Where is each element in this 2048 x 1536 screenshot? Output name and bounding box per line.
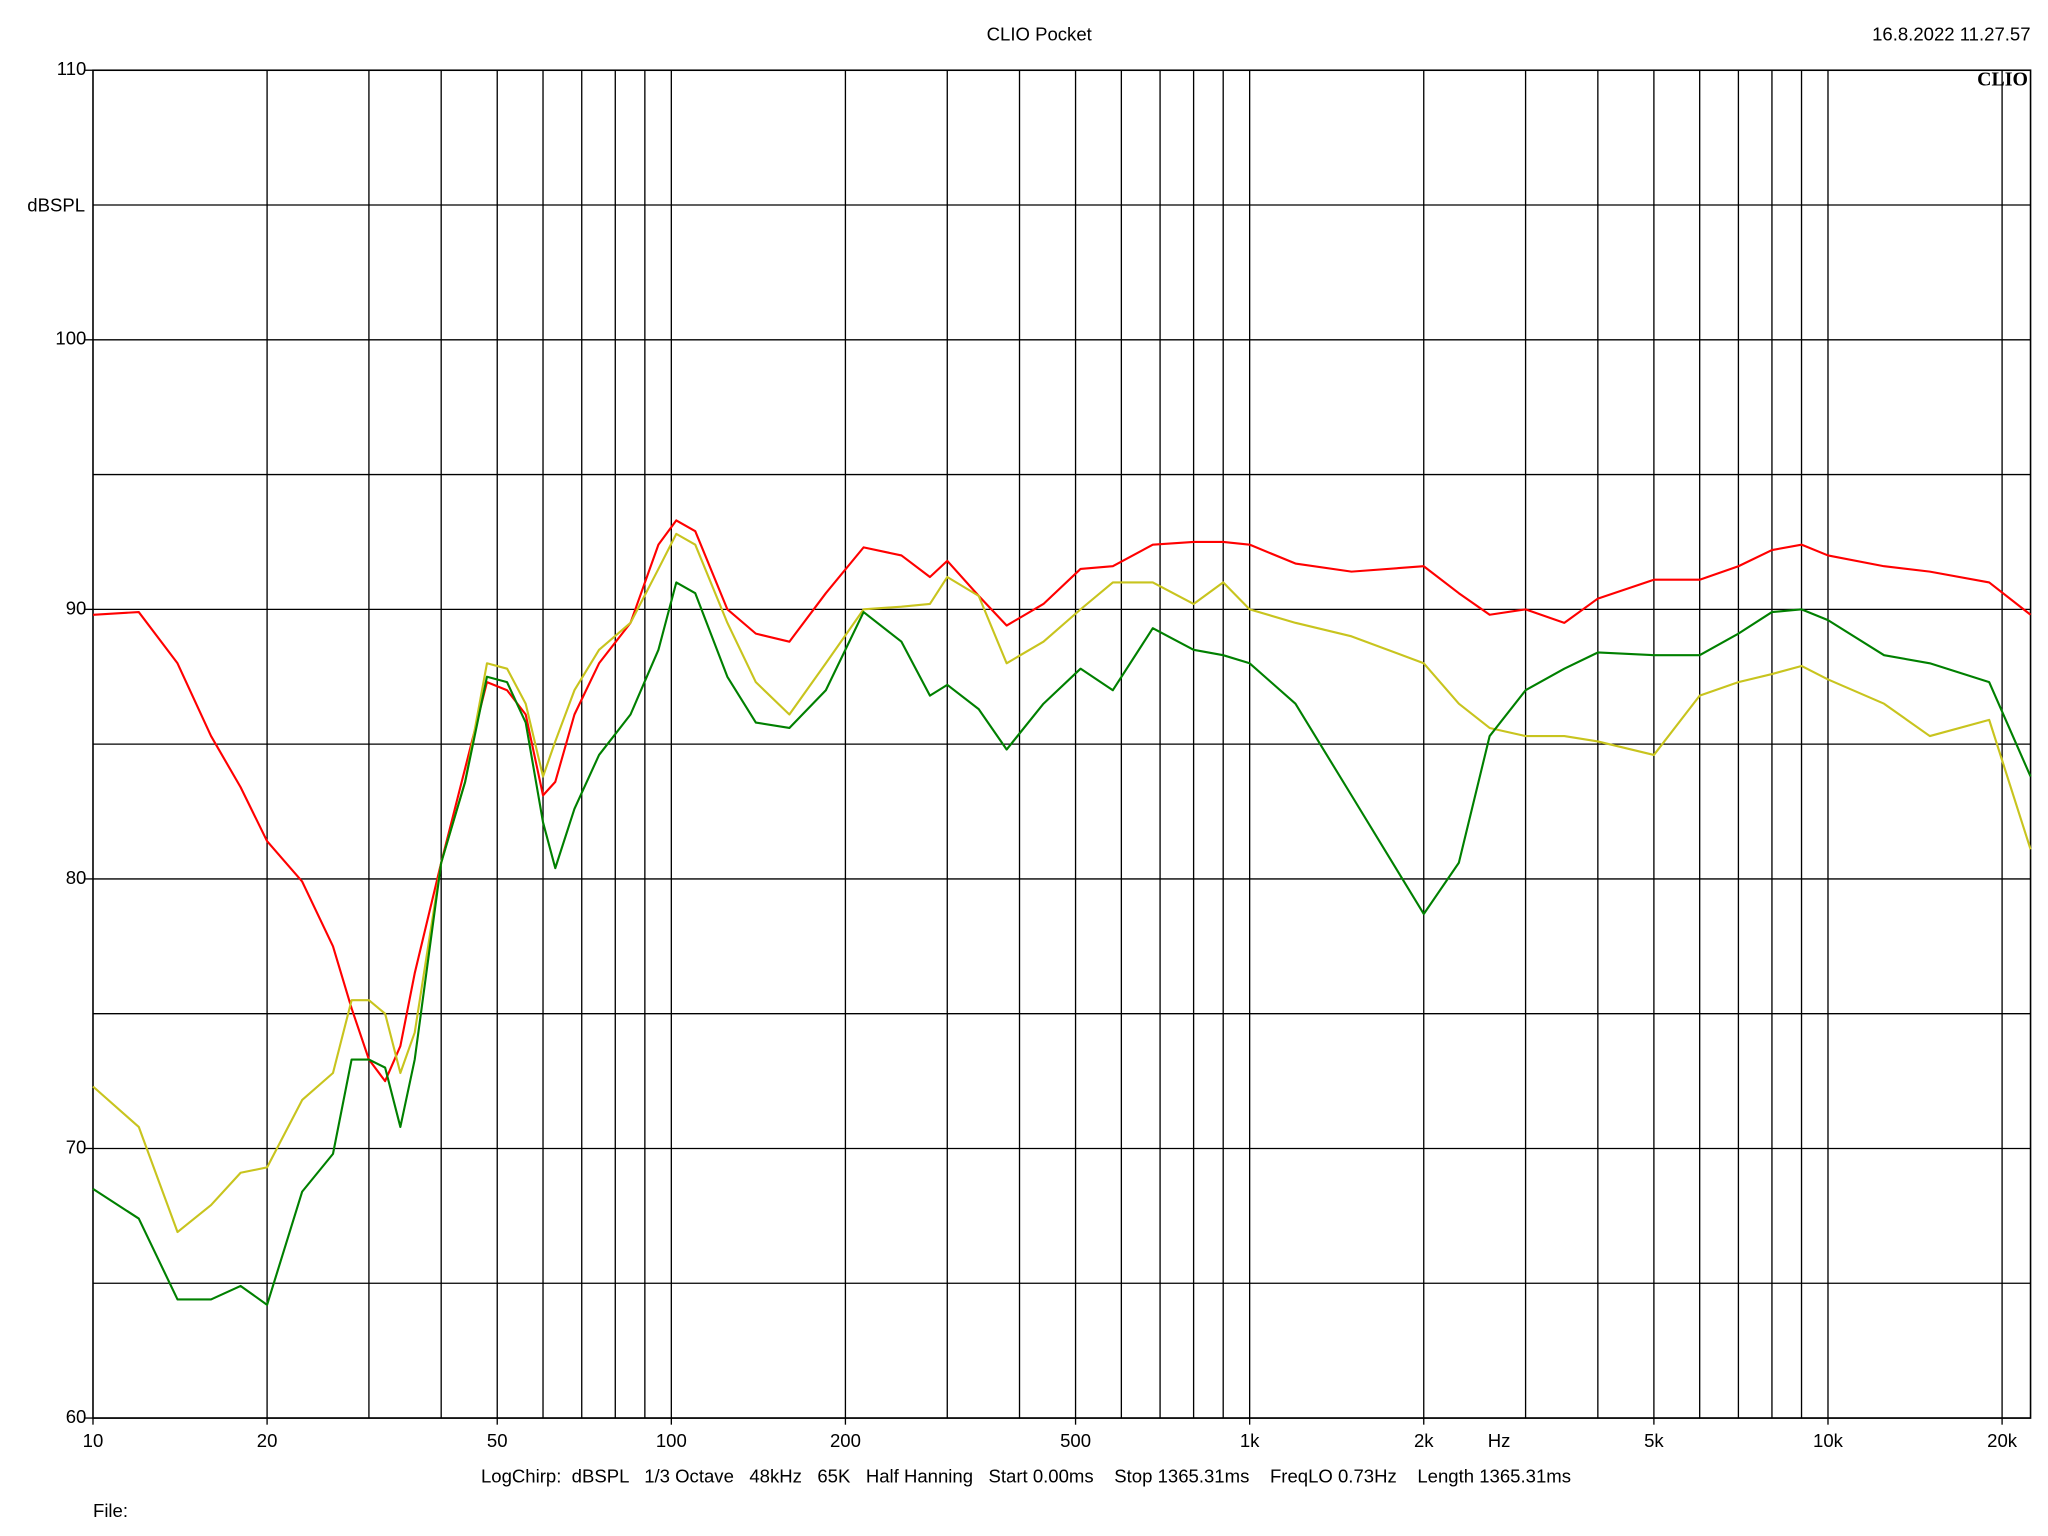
y-tick-label: 60: [66, 1406, 87, 1427]
x-tick-label: 200: [830, 1430, 861, 1451]
x-tick-label: 500: [1060, 1430, 1091, 1451]
y-tick-label: 80: [66, 867, 87, 888]
x-axis-label: Hz: [1488, 1430, 1511, 1451]
y-tick-label: 100: [55, 328, 86, 349]
series-line: [92, 532, 2032, 1234]
y-tick-label: 90: [66, 597, 87, 618]
series-line: [92, 581, 2032, 1306]
y-axis-label: dBSPL: [27, 195, 85, 216]
x-tick-label: 100: [656, 1430, 687, 1451]
x-tick-label: 20k: [1987, 1430, 2018, 1451]
x-tick-label: 10: [83, 1430, 104, 1451]
x-tick-label: 1k: [1240, 1430, 1260, 1451]
chart-title: CLIO Pocket: [987, 24, 1093, 45]
series-line: [92, 519, 2032, 1083]
x-tick-label: 2k: [1414, 1430, 1434, 1451]
x-tick-label: 5k: [1644, 1430, 1664, 1451]
settings: LogChirp: dBSPL 1/3 Octave 48kHz 65K Hal…: [481, 1466, 1571, 1487]
x-tick-label: 50: [487, 1430, 508, 1451]
x-tick-label: 20: [257, 1430, 278, 1451]
y-tick-label: 110: [57, 58, 87, 79]
file-label: File:: [93, 1500, 128, 1521]
timestamp: 16.8.2022 11.27.57: [1872, 24, 2030, 45]
plot-frame: [92, 69, 2032, 1419]
x-tick-label: 10k: [1813, 1430, 1844, 1451]
y-tick-label: 70: [66, 1136, 87, 1157]
